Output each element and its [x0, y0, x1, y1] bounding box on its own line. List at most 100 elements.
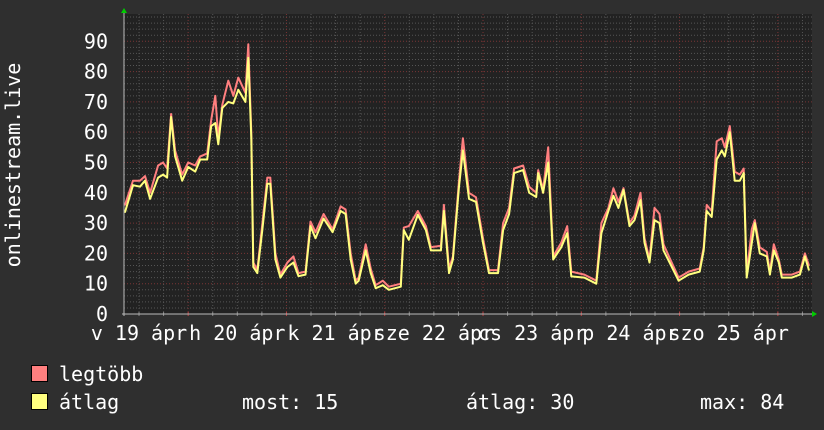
data-point-avg	[417, 214, 419, 216]
data-point-avg	[132, 184, 134, 187]
data-point-avg	[508, 213, 510, 215]
data-point-max	[754, 219, 756, 221]
data-point-avg	[279, 276, 282, 279]
data-point-avg	[227, 101, 230, 103]
y-tick-label: 10	[84, 272, 108, 296]
data-point-avg	[244, 101, 247, 103]
stat-avg: átlag: 30	[466, 390, 575, 414]
data-point-avg	[560, 246, 563, 249]
y-axis-arrow-icon	[121, 8, 127, 13]
data-point-max	[658, 213, 661, 215]
data-point-avg	[448, 272, 450, 274]
legend-label-max: legtöbb	[59, 362, 144, 386]
data-point-avg	[194, 170, 196, 173]
data-point-max	[443, 204, 445, 206]
data-point-avg	[364, 249, 367, 252]
data-point-max	[381, 279, 384, 282]
data-point-avg	[808, 269, 810, 271]
x-tick-label: cs 23 ápr	[478, 321, 586, 345]
data-point-max	[617, 201, 620, 203]
data-point-avg	[733, 179, 736, 182]
data-point-avg	[643, 241, 646, 244]
data-point-avg	[247, 57, 250, 59]
data-point-avg	[715, 158, 718, 161]
data-point-avg	[497, 272, 499, 274]
data-point-max	[266, 176, 269, 179]
data-point-max	[560, 241, 563, 244]
data-point-avg	[535, 196, 537, 198]
data-point-avg	[791, 276, 793, 279]
legend-swatch-max	[31, 365, 48, 382]
data-point-max	[502, 222, 504, 224]
data-point-avg	[286, 266, 289, 268]
data-point-max	[139, 179, 141, 182]
data-point-avg	[166, 176, 168, 179]
y-axis: 0 10 20 30 40 50 60 70 80 90	[84, 29, 108, 326]
data-point-avg	[648, 261, 651, 264]
data-point-max	[583, 273, 586, 276]
data-point-avg	[297, 275, 300, 277]
data-point-avg	[662, 249, 665, 252]
data-point-avg	[458, 185, 460, 188]
data-point-avg	[250, 137, 253, 140]
data-point-avg	[357, 279, 360, 282]
data-point-max	[187, 161, 189, 164]
y-tick-label: 30	[84, 211, 108, 235]
data-point-max	[720, 137, 723, 140]
data-point-avg	[217, 143, 220, 146]
data-point-avg	[124, 211, 126, 213]
data-point-avg	[144, 179, 146, 182]
data-point-avg	[452, 258, 454, 261]
data-point-max	[227, 79, 230, 82]
data-point-max	[668, 257, 671, 259]
y-tick-label: 0	[96, 302, 108, 326]
data-point-avg	[552, 258, 554, 261]
data-point-max	[639, 191, 642, 194]
data-point-avg	[266, 182, 269, 185]
data-point-avg	[612, 195, 615, 197]
data-point-avg	[595, 282, 598, 285]
data-point-max	[687, 270, 690, 273]
data-point-avg	[157, 176, 159, 179]
data-point-avg	[349, 258, 352, 261]
data-point-max	[269, 176, 272, 179]
data-point-avg	[322, 217, 325, 220]
data-point-max	[314, 231, 317, 233]
stat-now: most: 15	[242, 390, 339, 414]
data-point-avg	[482, 241, 484, 244]
data-point-avg	[781, 276, 783, 279]
data-point-avg	[723, 155, 726, 158]
data-point-avg	[547, 161, 549, 164]
data-point-max	[132, 179, 134, 182]
data-point-max	[462, 137, 464, 140]
data-point-max	[408, 225, 410, 227]
data-point-max	[124, 204, 126, 206]
data-point-max	[791, 273, 793, 276]
data-point-max	[566, 225, 569, 227]
data-point-max	[162, 161, 164, 164]
data-point-avg	[221, 107, 224, 109]
data-point-max	[804, 252, 806, 255]
data-point-avg	[600, 232, 603, 234]
data-point-max	[715, 140, 718, 143]
data-point-avg	[528, 191, 530, 194]
data-point-max	[723, 146, 726, 149]
data-point-avg	[522, 169, 524, 171]
data-point-avg	[425, 229, 427, 231]
data-point-max	[292, 255, 295, 258]
data-point-avg	[256, 272, 259, 274]
data-point-avg	[488, 272, 490, 274]
data-point-avg	[639, 199, 642, 201]
y-tick-label: 20	[84, 241, 108, 265]
data-point-avg	[710, 216, 713, 218]
plot-area	[124, 14, 812, 314]
y-tick-label: 90	[84, 29, 108, 53]
data-point-avg	[402, 229, 405, 231]
x-tick-label: v 19 ápr	[91, 321, 187, 345]
data-point-max	[157, 164, 159, 167]
data-point-max	[653, 207, 656, 209]
y-tick-label: 60	[84, 120, 108, 144]
